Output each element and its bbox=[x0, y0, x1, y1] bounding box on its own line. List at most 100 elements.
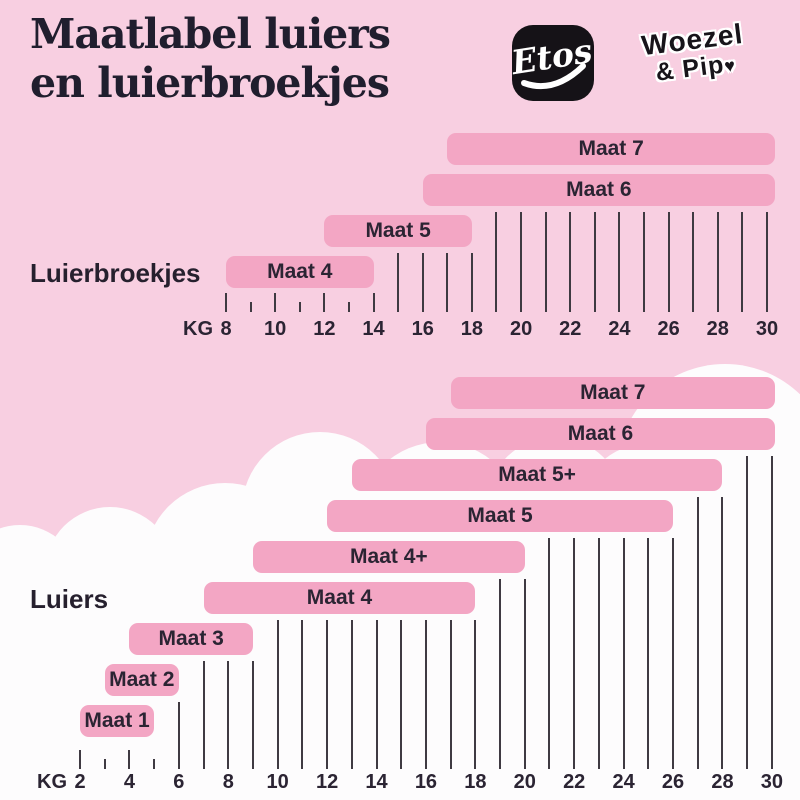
grid-line-minor bbox=[103, 759, 106, 769]
grid-line-minor bbox=[643, 212, 646, 312]
axis-tick-label: 16 bbox=[414, 771, 438, 793]
grid-line bbox=[326, 620, 329, 769]
axis-unit-label: KG bbox=[37, 771, 67, 793]
grid-line-minor bbox=[446, 253, 449, 312]
grid-line bbox=[474, 620, 477, 769]
size-bar-label: Maat 2 bbox=[109, 668, 175, 691]
axis-tick-label: 12 bbox=[313, 318, 336, 340]
grid-line-minor bbox=[347, 302, 350, 312]
grid-line bbox=[765, 212, 768, 312]
grid-line bbox=[225, 293, 227, 312]
grid-line bbox=[177, 702, 180, 769]
grid-line-minor bbox=[692, 212, 695, 312]
grid-line bbox=[372, 293, 375, 312]
grid-line-minor bbox=[746, 456, 749, 769]
chart-section-label: Luiers bbox=[30, 584, 109, 614]
grid-line-minor bbox=[249, 302, 252, 312]
grid-line bbox=[573, 538, 576, 769]
grid-line bbox=[375, 620, 378, 769]
size-bar bbox=[450, 377, 775, 409]
axis-tick-label: 10 bbox=[266, 771, 289, 793]
axis-tick-label: 24 bbox=[612, 771, 635, 793]
size-bar bbox=[80, 705, 155, 737]
grid-line-minor bbox=[495, 212, 498, 312]
grid-line-minor bbox=[202, 661, 205, 769]
axis-tick-label: 22 bbox=[559, 318, 582, 340]
size-bar-label: Maat 6 bbox=[567, 422, 634, 445]
grid-line-minor bbox=[548, 538, 551, 769]
grid-line-minor bbox=[647, 538, 650, 769]
axis-tick-label: 24 bbox=[608, 318, 631, 340]
size-bar bbox=[324, 215, 472, 247]
axis-tick-label: 20 bbox=[513, 771, 536, 793]
size-bar-label: Maat 4 bbox=[267, 260, 333, 283]
size-bar bbox=[104, 664, 179, 696]
axis-tick-label: 4 bbox=[123, 771, 135, 793]
grid-line bbox=[716, 212, 719, 312]
grid-line-minor bbox=[251, 661, 254, 769]
size-bar bbox=[203, 582, 476, 614]
grid-line-minor bbox=[153, 759, 156, 769]
size-bar-label: Maat 7 bbox=[580, 381, 646, 404]
grid-line-minor bbox=[350, 620, 353, 769]
size-bar bbox=[327, 500, 674, 532]
grid-line bbox=[470, 253, 473, 312]
size-bar-label: Maat 1 bbox=[84, 709, 150, 732]
size-bar bbox=[425, 418, 775, 450]
grid-line bbox=[276, 620, 279, 769]
axis-tick-label: 30 bbox=[755, 318, 779, 340]
grid-line bbox=[672, 538, 675, 769]
size-bar-label: Maat 6 bbox=[566, 178, 632, 201]
axis-tick-label: 10 bbox=[264, 318, 287, 340]
axis-tick-label: 30 bbox=[760, 771, 783, 793]
axis-tick-label: 18 bbox=[464, 771, 487, 793]
grid-line-minor bbox=[696, 497, 699, 769]
axis-tick-label: 6 bbox=[173, 771, 185, 793]
grid-line-minor bbox=[593, 212, 596, 312]
size-bar bbox=[447, 133, 775, 165]
axis-tick-label: 14 bbox=[365, 771, 388, 793]
size-bar-label: Maat 4+ bbox=[350, 545, 428, 568]
grid-line-minor bbox=[544, 212, 547, 312]
size-bar bbox=[226, 256, 374, 288]
size-bar-label: Maat 5 bbox=[365, 219, 431, 242]
axis-tick-label: 16 bbox=[411, 318, 434, 340]
axis-tick-label: 20 bbox=[509, 318, 533, 340]
grid-line-minor bbox=[397, 253, 400, 312]
grid-line bbox=[323, 293, 326, 312]
axis-tick-label: 18 bbox=[460, 318, 484, 340]
grid-line-minor bbox=[400, 620, 403, 769]
grid-line bbox=[721, 497, 724, 769]
grid-line bbox=[667, 212, 670, 312]
grid-line bbox=[421, 253, 424, 312]
axis-tick-label: 28 bbox=[706, 318, 729, 340]
grid-line bbox=[618, 212, 621, 312]
grid-line bbox=[128, 750, 131, 769]
grid-line bbox=[227, 661, 230, 769]
grid-line-minor bbox=[597, 538, 600, 769]
size-bar bbox=[252, 541, 525, 573]
grid-line-minor bbox=[301, 620, 304, 769]
size-bar-label: Maat 7 bbox=[578, 137, 644, 160]
size-bar-label: Maat 4 bbox=[306, 586, 373, 609]
axis-tick-label: 8 bbox=[220, 318, 232, 340]
grid-line-minor bbox=[298, 302, 301, 312]
grid-line bbox=[274, 293, 277, 312]
size-bar-label: Maat 5 bbox=[467, 504, 533, 527]
size-bar bbox=[422, 174, 775, 206]
size-bar bbox=[351, 459, 723, 491]
chart-section-label: Luierbroekjes bbox=[30, 258, 201, 288]
grid-line-minor bbox=[741, 212, 744, 312]
grid-line bbox=[770, 456, 773, 769]
size-bar bbox=[129, 623, 253, 655]
size-bar-label: Maat 5+ bbox=[498, 463, 576, 486]
axis-tick-label: 28 bbox=[711, 771, 734, 793]
axis-tick-label: 2 bbox=[74, 771, 86, 793]
grid-line-minor bbox=[499, 579, 502, 769]
grid-line bbox=[523, 579, 526, 769]
axis-tick-label: 22 bbox=[563, 771, 586, 793]
axis-tick-label: 14 bbox=[362, 318, 385, 340]
